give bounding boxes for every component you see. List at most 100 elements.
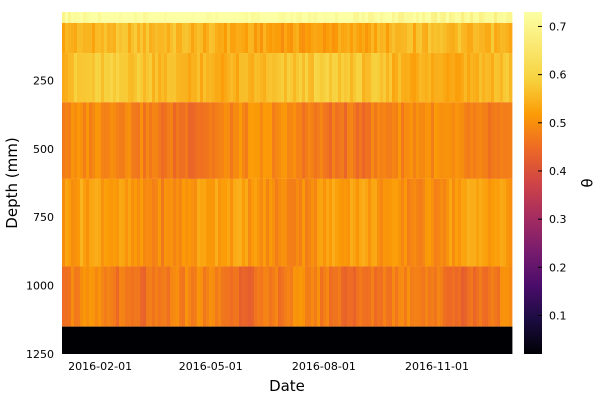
heatmap-cell [191, 178, 195, 267]
heatmap-cell [464, 266, 468, 327]
heatmap-cell [455, 178, 459, 267]
heatmap-cell [491, 12, 495, 23]
heatmap-cell [431, 326, 435, 354]
heatmap-cell [179, 266, 183, 327]
heatmap-cell [395, 22, 399, 54]
heatmap-cell [227, 53, 231, 103]
heatmap-cell [197, 102, 201, 179]
heatmap-cell [449, 102, 453, 179]
heatmap-cell [509, 178, 513, 267]
heatmap-cell [317, 326, 321, 354]
heatmap-cell [194, 53, 198, 103]
heatmap-cell [314, 22, 318, 54]
heatmap-cell [332, 266, 336, 327]
heatmap-cell [467, 266, 471, 327]
heatmap-cell [215, 326, 219, 354]
heatmap-cell [494, 22, 498, 54]
heatmap-cell [398, 102, 402, 179]
heatmap-cell [188, 22, 192, 54]
heatmap-cell [209, 266, 213, 327]
heatmap-cell [281, 326, 285, 354]
heatmap-cell [344, 102, 348, 179]
heatmap-cell [509, 22, 513, 54]
heatmap-cell [434, 22, 438, 54]
heatmap-cell [155, 53, 159, 103]
heatmap-cell [287, 326, 291, 354]
heatmap-cell [485, 266, 489, 327]
heatmap-cell [299, 178, 303, 267]
heatmap-cell [308, 53, 312, 103]
heatmap-cell [80, 22, 84, 54]
heatmap-cell [203, 178, 207, 267]
heatmap-cell [488, 178, 492, 267]
heatmap-cell [419, 102, 423, 179]
heatmap-cell [329, 102, 333, 179]
heatmap-cell [353, 12, 357, 23]
heatmap-cell [284, 266, 288, 327]
heatmap-cell [299, 12, 303, 23]
heatmap-cell [476, 12, 480, 23]
heatmap-cell [173, 326, 177, 354]
heatmap-cell [77, 178, 81, 267]
heatmap-cell [128, 53, 132, 103]
heatmap-cell [341, 178, 345, 267]
heatmap-cell [248, 22, 252, 54]
heatmap-cell [353, 266, 357, 327]
heatmap-cell [245, 326, 249, 354]
heatmap-cell [323, 53, 327, 103]
heatmap-cell [272, 178, 276, 267]
heatmap-cell [443, 266, 447, 327]
heatmap-cell [98, 53, 102, 103]
heatmap-cell [248, 12, 252, 23]
heatmap-cell [308, 12, 312, 23]
heatmap-cell [281, 266, 285, 327]
heatmap-cell [299, 22, 303, 54]
heatmap-cell [344, 266, 348, 327]
heatmap-cell [431, 266, 435, 327]
heatmap-cell [497, 53, 501, 103]
heatmap-cell [449, 12, 453, 23]
heatmap-cell [203, 12, 207, 23]
colorbar-tick-label: 0.4 [549, 165, 567, 178]
heatmap-cell [449, 22, 453, 54]
heatmap-cell [371, 22, 375, 54]
heatmap-cell [308, 266, 312, 327]
heatmap-cell [500, 102, 504, 179]
heatmap-cell [179, 22, 183, 54]
heatmap-cell [479, 102, 483, 179]
heatmap-cell [248, 178, 252, 267]
heatmap-cell [437, 326, 441, 354]
heatmap-cell [488, 53, 492, 103]
heatmap-cell [140, 22, 144, 54]
heatmap-cell [341, 53, 345, 103]
heatmap-cell [269, 12, 273, 23]
heatmap-cell [302, 12, 306, 23]
heatmap-cell [494, 178, 498, 267]
heatmap-cell [74, 22, 78, 54]
heatmap-cell [110, 12, 114, 23]
heatmap-cell [203, 53, 207, 103]
heatmap-cell [233, 266, 237, 327]
heatmap-cell [350, 22, 354, 54]
heatmap-cell [440, 53, 444, 103]
heatmap-cell [311, 12, 315, 23]
heatmap-cell [260, 22, 264, 54]
heatmap-cell [104, 326, 108, 354]
heatmap-cell [182, 12, 186, 23]
heatmap-cell [380, 12, 384, 23]
heatmap-cell [104, 53, 108, 103]
heatmap-cell [92, 22, 96, 54]
heatmap-cell [269, 53, 273, 103]
heatmap-cell [350, 102, 354, 179]
heatmap-cell [287, 12, 291, 23]
heatmap-cell [77, 326, 81, 354]
heatmap-cell [296, 102, 300, 179]
heatmap-cell [380, 22, 384, 54]
heatmap-cell [260, 178, 264, 267]
heatmap-cell [164, 22, 168, 54]
x-tick-label: 2016-11-01 [405, 360, 469, 373]
heatmap-cell [167, 53, 171, 103]
heatmap-cell [68, 12, 72, 23]
heatmap-cell [113, 22, 117, 54]
heatmap-cell [80, 53, 84, 103]
